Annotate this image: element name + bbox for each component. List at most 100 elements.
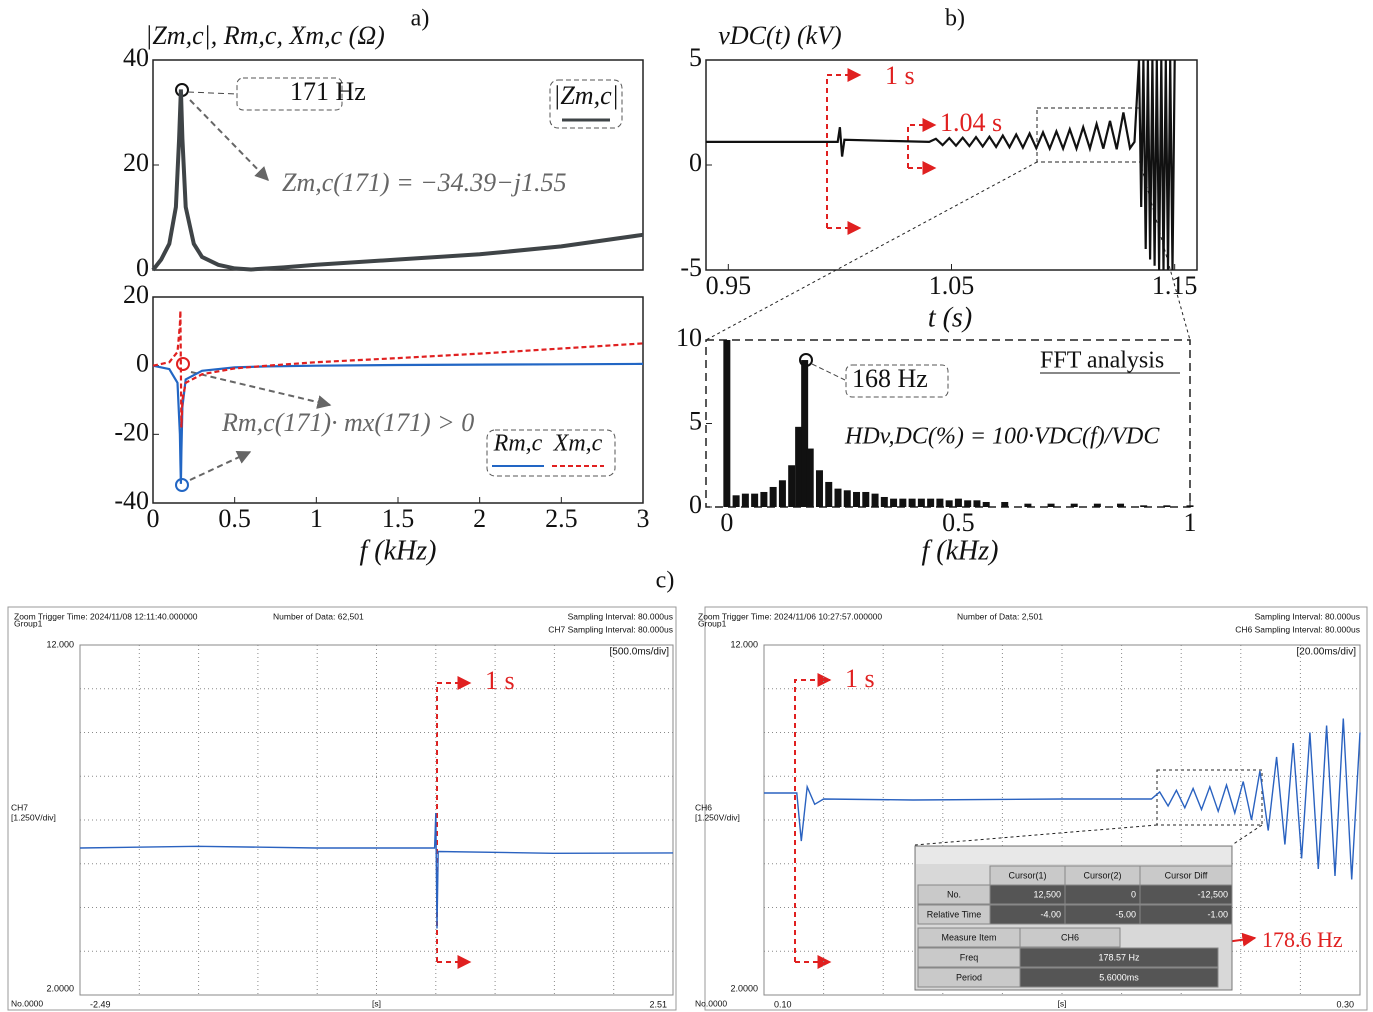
y-tick-label: 20 (123, 148, 149, 177)
legend-label: Xm,c (553, 431, 603, 457)
panel-label: c) (656, 568, 675, 594)
bar (779, 480, 786, 507)
bar (927, 499, 934, 507)
bar (1187, 505, 1194, 507)
y-tick-label: 5 (689, 406, 702, 435)
x-tick-label: 0.30 (1336, 999, 1354, 1009)
scope-text: Number of Data: 62,501 (273, 611, 364, 621)
arrow (190, 452, 250, 480)
scope-text: Group1 (14, 618, 43, 628)
scope-text: [1.250V/div] (695, 812, 740, 822)
y-tick-label: 20 (123, 280, 149, 309)
bar (807, 449, 814, 507)
annotation: HDv,DC(%) = 100·VDC(f)/VDC (844, 424, 1160, 450)
scope-text: Sampling Interval: 80.000us (568, 611, 673, 621)
annotation: 168 Hz (852, 364, 928, 393)
data-line (706, 60, 1175, 270)
y-tick-label: -5 (680, 253, 702, 282)
x-axis-label: f (kHz) (360, 535, 437, 566)
measure-window: Cursor(1)Cursor(2)Cursor DiffNo.12,5000-… (915, 846, 1232, 990)
y-tick-label: 0 (136, 349, 149, 378)
bar (936, 499, 943, 507)
x-tick-label: 1.15 (1152, 271, 1198, 300)
bar (795, 427, 802, 507)
bar (788, 465, 795, 507)
y-axis-label: |Zm,c|, Rm,c, Xm,c (Ω) (145, 21, 385, 50)
y-tick-label: 12.000 (730, 639, 758, 649)
y-tick-label: 5 (689, 43, 702, 72)
x-tick-label: 3 (637, 504, 650, 533)
y-tick-label: 2.0000 (46, 983, 74, 993)
bar (983, 502, 990, 507)
cell (1065, 885, 1140, 904)
x-axis-label: t (s) (928, 302, 972, 333)
y-tick-label: 12.000 (46, 639, 74, 649)
cell-text: -1.00 (1207, 909, 1228, 919)
arrow (191, 372, 330, 405)
scope-text: [s] (372, 998, 381, 1008)
bar (1071, 504, 1078, 507)
x-tick-label: 0 (147, 504, 160, 533)
annotation: 178.6 Hz (1262, 927, 1343, 952)
annotation: 171 Hz (290, 77, 366, 106)
bar (1024, 504, 1031, 507)
bar (899, 499, 906, 507)
bar (964, 500, 971, 507)
cell-text: Cursor(1) (1008, 870, 1046, 880)
bar (881, 497, 888, 507)
cell-text: No. (947, 889, 961, 899)
figure: a)b)c)02040|Zm,c|, Rm,c, Xm,c (Ω)171 HzZ… (0, 0, 1373, 1012)
arrow (190, 100, 268, 180)
x-tick-label: 1 (310, 504, 323, 533)
cell-text: Cursor Diff (1165, 870, 1208, 880)
cell-text: 178.57 Hz (1098, 952, 1140, 962)
y-tick-label: 0 (689, 148, 702, 177)
cell-text: -4.00 (1040, 909, 1061, 919)
bar (733, 495, 740, 507)
x-tick-label: 1.05 (929, 271, 975, 300)
x-tick-label: 0.5 (218, 504, 251, 533)
leader (188, 92, 236, 94)
scope-text: CH6 Sampling Interval: 80.000us (1235, 624, 1360, 634)
bar (825, 482, 832, 507)
annotation: FFT analysis (1040, 348, 1164, 374)
scope-text: [1.250V/div] (11, 812, 56, 822)
plot-frame (153, 297, 643, 503)
scope-text: Group1 (698, 618, 727, 628)
x-axis-label: f (kHz) (922, 535, 999, 566)
scope-text: Sampling Interval: 80.000us (1255, 611, 1360, 621)
title-bar (916, 847, 1231, 864)
x-tick-label: 0.5 (942, 508, 975, 537)
bar (760, 492, 767, 507)
y-tick-label: -40 (114, 486, 149, 515)
cell-text: Measure Item (941, 932, 996, 942)
cell-text: 5.6000ms (1099, 972, 1139, 982)
annotation: Zm,c(171) = −34.39−j1.55 (282, 168, 566, 197)
bar (1140, 505, 1147, 507)
scope-text: CH7 (11, 802, 28, 812)
bar (909, 499, 916, 507)
x-tick-label: 1.5 (382, 504, 415, 533)
annotation: Rm,c(171)· mx(171) > 0 (221, 408, 474, 437)
scope-text: CH7 Sampling Interval: 80.000us (548, 624, 673, 634)
bar (1001, 502, 1008, 507)
cell-text: Period (956, 972, 982, 982)
x-tick-label: 2 (473, 504, 486, 533)
cell-text: Relative Time (927, 909, 982, 919)
scope-text: [s] (1058, 998, 1067, 1008)
plot-frame (706, 60, 1197, 270)
scope-text: Number of Data: 2,501 (957, 611, 1043, 621)
panel-label: b) (945, 6, 965, 32)
zoom-line (706, 162, 1037, 340)
legend-label: Rm,c (493, 431, 543, 457)
scope-frame (8, 607, 676, 1010)
x-tick-label: 0 (720, 508, 733, 537)
marker (177, 358, 189, 370)
annotation: 1.04 s (940, 108, 1002, 137)
cell-text: 0 (1131, 889, 1136, 899)
bar (862, 492, 869, 507)
scope-text: CH6 (695, 802, 712, 812)
bar (853, 492, 860, 507)
scope-text: [20.00ms/div] (1297, 647, 1357, 658)
y-tick-label: 0 (136, 253, 149, 282)
